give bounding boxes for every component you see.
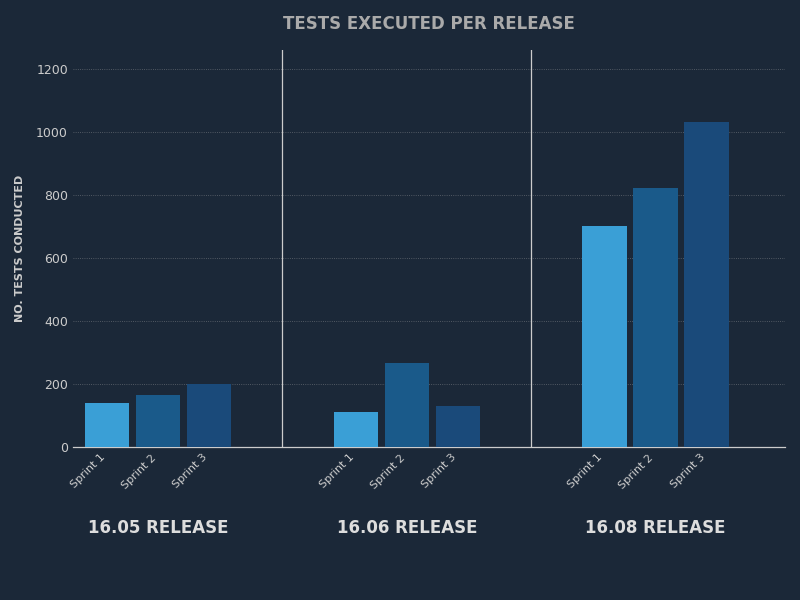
- Bar: [582, 226, 626, 447]
- Bar: [634, 188, 678, 447]
- Bar: [85, 403, 129, 447]
- Bar: [385, 363, 429, 447]
- Bar: [187, 384, 231, 447]
- Y-axis label: NO. TESTS CONDUCTED: NO. TESTS CONDUCTED: [15, 175, 25, 322]
- Text: 16.05 RELEASE: 16.05 RELEASE: [88, 519, 228, 537]
- Bar: [136, 395, 180, 447]
- Text: 16.08 RELEASE: 16.08 RELEASE: [586, 519, 726, 537]
- Title: TESTS EXECUTED PER RELEASE: TESTS EXECUTED PER RELEASE: [283, 15, 575, 33]
- Bar: [334, 412, 378, 447]
- Text: 16.06 RELEASE: 16.06 RELEASE: [337, 519, 477, 537]
- Bar: [436, 406, 480, 447]
- Bar: [685, 122, 729, 447]
